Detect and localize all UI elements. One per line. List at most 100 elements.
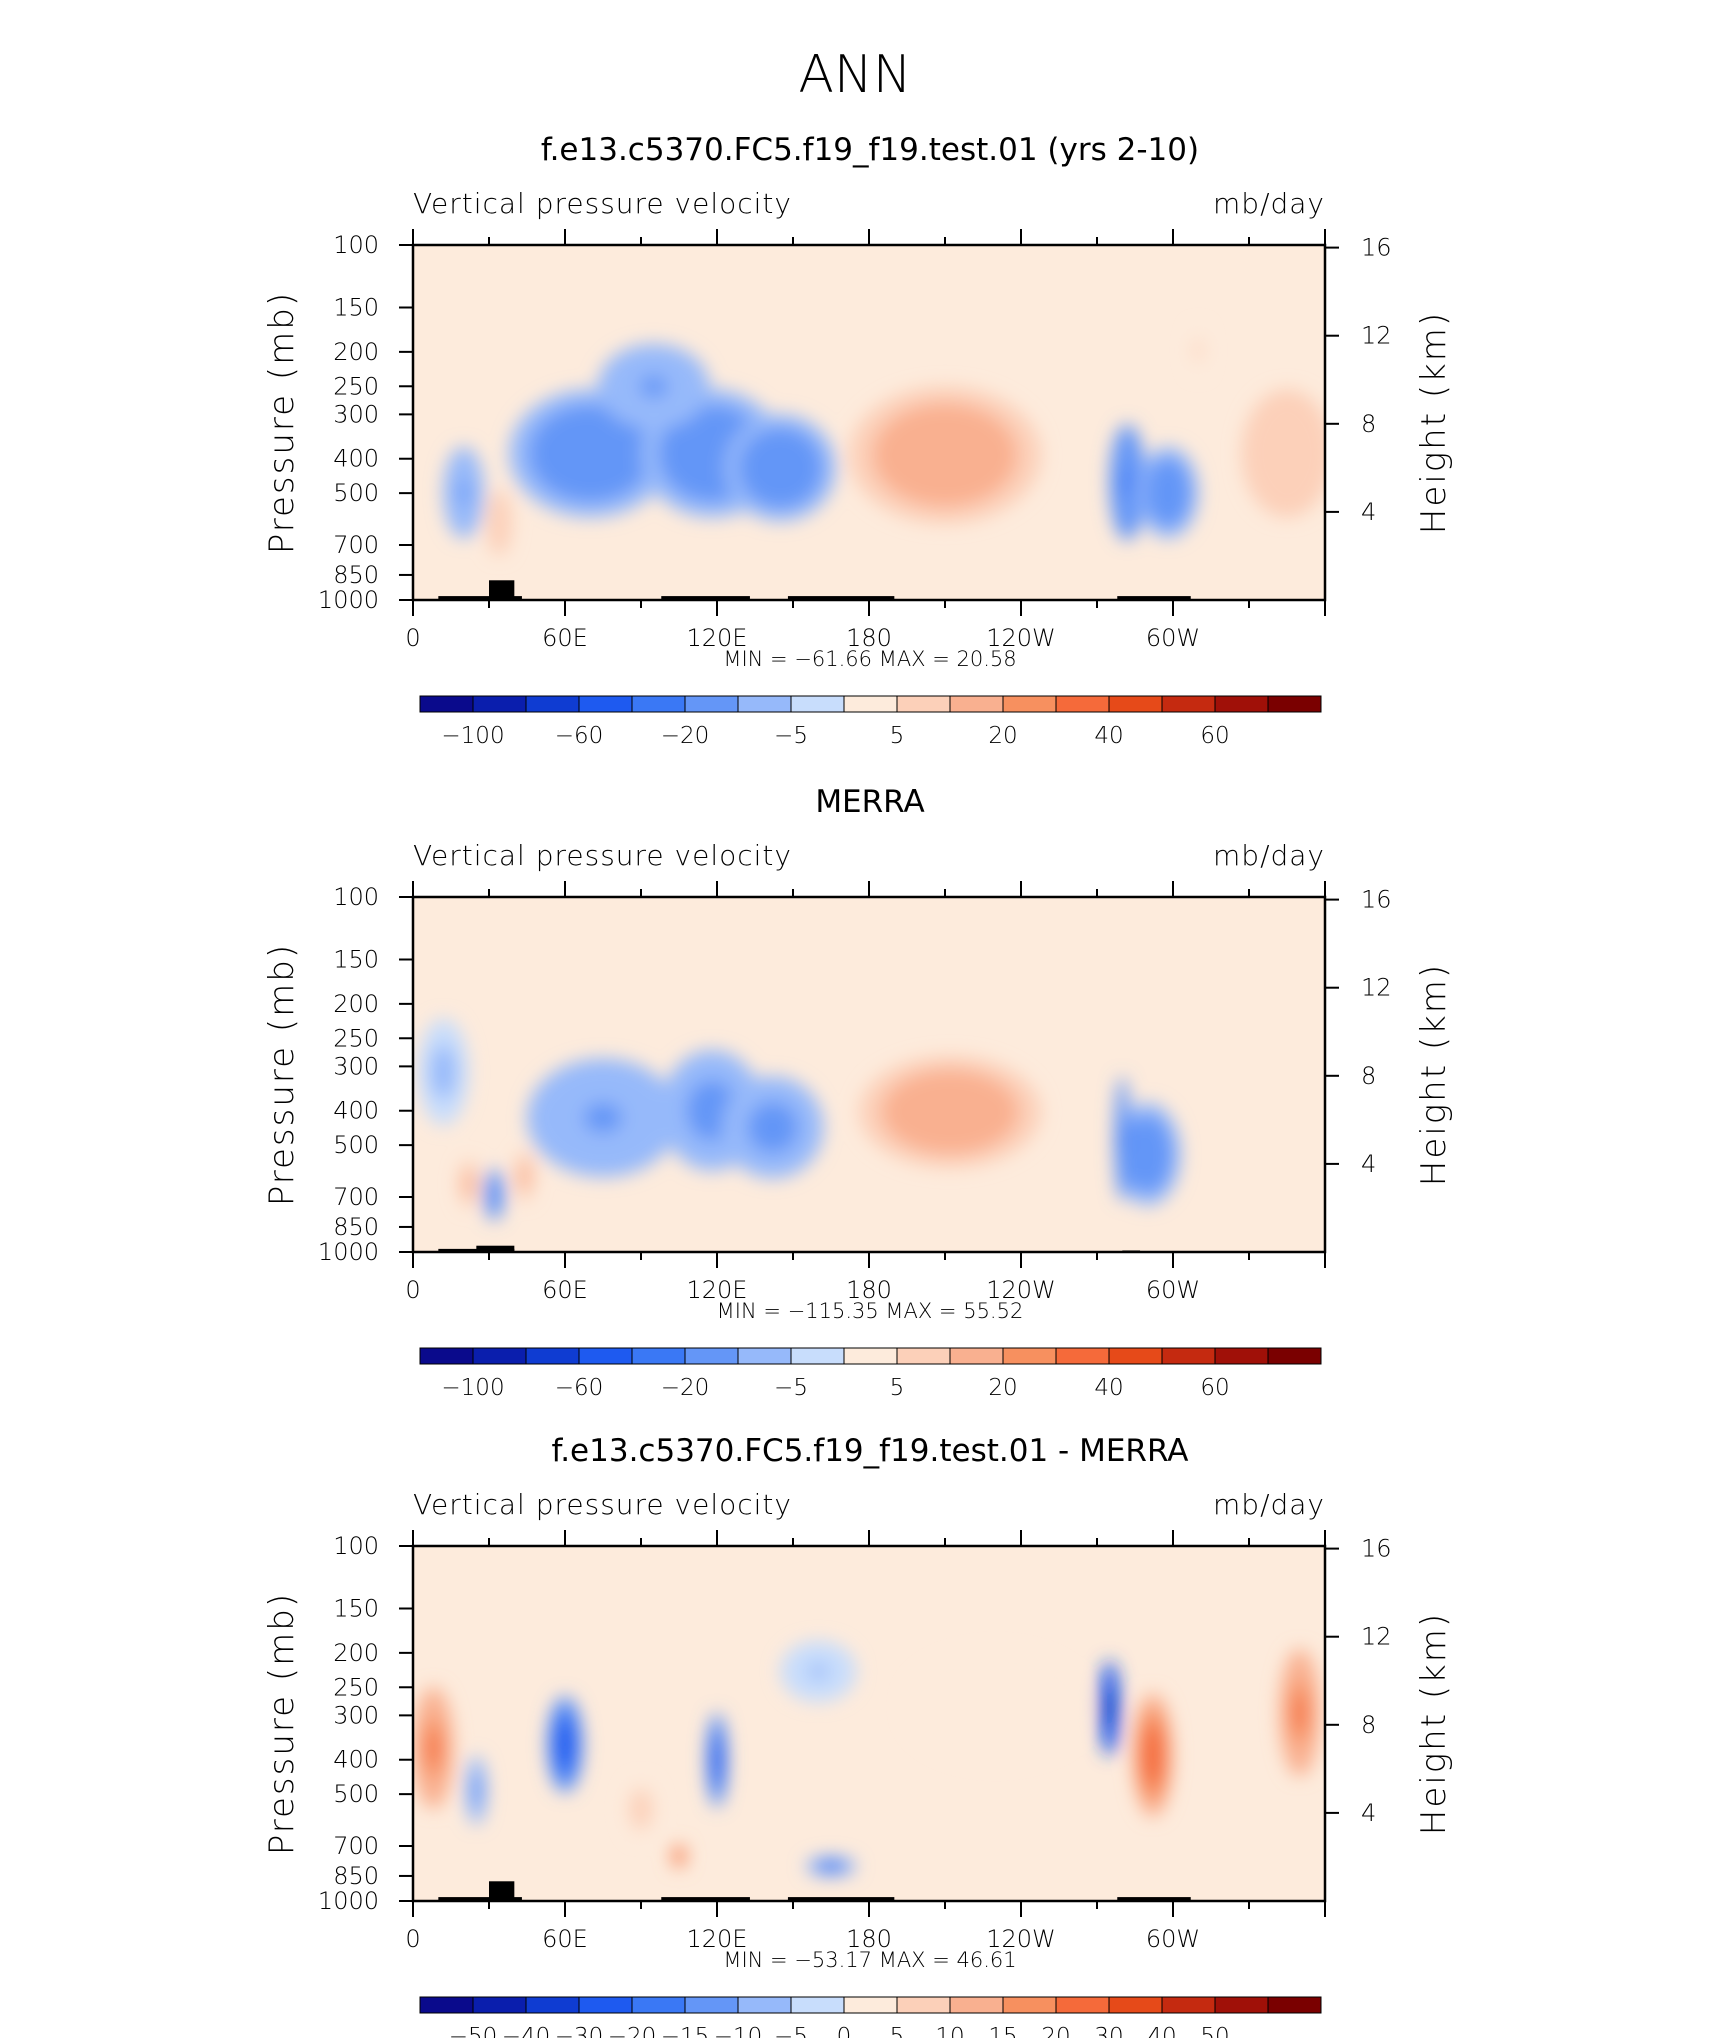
y-tick-label: 500: [333, 1131, 379, 1159]
x-tick-label: 180: [846, 1276, 892, 1304]
y-tick-label: 250: [333, 1673, 379, 1701]
y2-tick-label: 4: [1361, 1799, 1376, 1827]
colorbar-swatch: [1055, 1347, 1110, 1365]
colorbar-swatch: [1214, 1347, 1269, 1365]
field-contour: [428, 1732, 439, 1764]
colorbar-swatch: [1002, 1996, 1057, 2014]
field-label: Vertical pressure velocity: [413, 187, 792, 220]
colorbar-swatch: [1267, 1996, 1322, 2014]
land-mask: [489, 580, 515, 600]
y2-tick-label: 8: [1361, 410, 1376, 438]
field-contour: [1139, 1141, 1156, 1168]
colorbar-label: 20: [988, 1375, 1017, 1401]
x-tick-label: 0: [405, 624, 420, 652]
colorbar-label: 20: [1041, 2024, 1070, 2038]
x-tick-label: 60E: [542, 1276, 588, 1304]
colorbar-label: −5: [774, 1375, 808, 1401]
y-tick-label: 850: [333, 1862, 379, 1890]
colorbar-swatch: [1161, 695, 1216, 713]
field-contour: [473, 1781, 479, 1799]
x-tick-label: 180: [846, 1925, 892, 1953]
y2-tick-label: 4: [1361, 498, 1376, 526]
field-contour: [639, 375, 668, 398]
y-tick-label: 200: [333, 1639, 379, 1667]
colorbar-label: 0: [837, 2024, 852, 2038]
y-axis-title: Pressure (mb): [262, 943, 302, 1206]
colorbar-swatch: [843, 695, 898, 713]
colorbar-label: −100: [441, 723, 504, 749]
colorbar-swatch: [525, 695, 580, 713]
x-tick-label: 0: [405, 1925, 420, 1953]
colorbar-swatch: [472, 1996, 527, 2014]
colorbar-swatch: [631, 695, 686, 713]
colorbar-swatch: [737, 1996, 792, 2014]
colorbar-swatch: [790, 1996, 845, 2014]
y-tick-label: 850: [333, 1213, 379, 1241]
field-contour: [714, 1748, 720, 1772]
units-label: mb/day: [1213, 839, 1325, 872]
y-tick-label: 500: [333, 1780, 379, 1808]
min-max-label: MIN = −115.35 MAX = 55.52: [717, 1299, 1024, 1323]
y-tick-label: 700: [333, 1832, 379, 1860]
land-mask: [438, 596, 522, 600]
y2-axis-title: Height (km): [1414, 1612, 1454, 1835]
min-max-label: MIN = −53.17 MAX = 46.61: [723, 1948, 1016, 1972]
panel-1: f.e13.c5370.FC5.f19_f19.test.01 (yrs 2-1…: [262, 132, 1454, 749]
field-contour: [699, 1095, 725, 1126]
y-tick-label: 300: [333, 1701, 379, 1729]
y-tick-label: 250: [333, 1024, 379, 1052]
x-tick-label: 120W: [986, 1276, 1056, 1304]
field-contour: [584, 1102, 622, 1133]
colorbar-label: 40: [1147, 2024, 1176, 2038]
colorbar-swatch: [1267, 695, 1322, 713]
y-tick-label: 850: [333, 561, 379, 589]
units-label: mb/day: [1213, 1488, 1325, 1521]
field-contour: [1160, 481, 1176, 504]
field-contour: [560, 1732, 570, 1757]
x-tick-label: 60W: [1146, 624, 1200, 652]
x-tick-label: 180: [846, 624, 892, 652]
colorbar-swatch: [419, 1347, 474, 1365]
land-mask: [1117, 596, 1191, 600]
colorbar-swatch: [684, 1996, 739, 2014]
field-contour: [637, 1802, 645, 1817]
field-contour: [495, 514, 503, 532]
y-tick-label: 500: [333, 479, 379, 507]
field-contour: [570, 437, 611, 470]
field-contour: [521, 1169, 527, 1183]
y-axis-title: Pressure (mb): [262, 1592, 302, 1855]
colorbar-label: 10: [935, 2024, 964, 2038]
units-label: mb/day: [1213, 187, 1325, 220]
colorbar-swatch: [1108, 695, 1163, 713]
colorbar-swatch: [472, 695, 527, 713]
y-tick-label: 1000: [318, 1238, 379, 1266]
colorbar-swatch: [578, 1996, 633, 2014]
colorbar-swatch: [737, 695, 792, 713]
y-tick-label: 100: [333, 1532, 379, 1560]
field-contour: [1120, 1123, 1125, 1155]
y-tick-label: 200: [333, 990, 379, 1018]
colorbar-swatch: [1214, 695, 1269, 713]
colorbar-swatch: [1002, 1347, 1057, 1365]
colorbar-label: −30: [555, 2024, 604, 2038]
land-mask: [661, 596, 750, 600]
land-mask: [476, 1245, 515, 1252]
colorbar-label: 40: [1094, 723, 1123, 749]
y-tick-label: 150: [333, 946, 379, 974]
y2-tick-label: 8: [1361, 1711, 1376, 1739]
field-contour: [766, 454, 795, 482]
y2-tick-label: 12: [1361, 322, 1392, 350]
field-label: Vertical pressure velocity: [413, 839, 792, 872]
y2-tick-label: 12: [1361, 1623, 1392, 1651]
y-tick-label: 400: [333, 1097, 379, 1125]
field-background: [413, 897, 1325, 1252]
colorbar-swatch: [472, 1347, 527, 1365]
colorbar-swatch: [525, 1996, 580, 2014]
colorbar-label: −50: [449, 2024, 498, 2038]
colorbar-swatch: [1002, 695, 1057, 713]
colorbar-swatch: [1161, 1996, 1216, 2014]
panel-3: f.e13.c5370.FC5.f19_f19.test.01 - MERRA V…: [262, 1433, 1454, 2038]
y2-tick-label: 8: [1361, 1062, 1376, 1090]
colorbar-swatch: [578, 1347, 633, 1365]
colorbar-label: 15: [988, 2024, 1017, 2038]
